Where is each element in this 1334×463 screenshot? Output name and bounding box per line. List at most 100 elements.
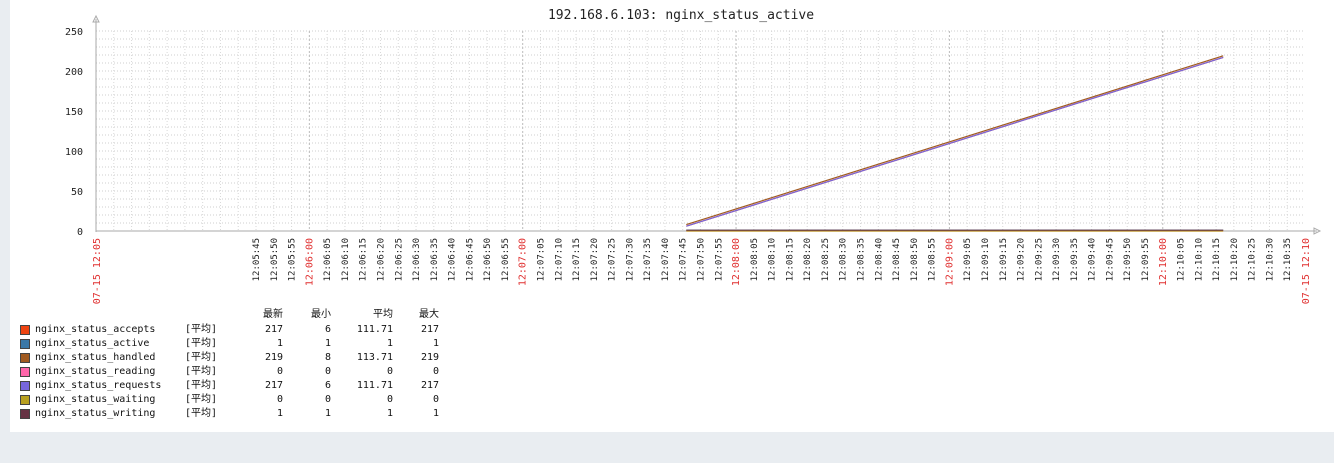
x-tick-label: 12:07:25 xyxy=(608,238,618,281)
legend-max: 1 xyxy=(432,408,439,419)
y-tick-label: 250 xyxy=(65,27,83,38)
y-tick-label: 0 xyxy=(77,227,83,238)
legend-swatch xyxy=(20,339,30,349)
legend-row: nginx_status_accepts [平均] 217 6 111.71 217 xyxy=(20,323,439,337)
legend-min: 6 xyxy=(324,324,331,335)
grid-layer xyxy=(96,30,1305,232)
legend-header-avg: 平均 xyxy=(373,309,393,320)
x-tick-label: 12:10:35 xyxy=(1283,238,1293,281)
x-tick-label: 12:06:25 xyxy=(394,238,404,281)
x-tick-label: 12:10:05 xyxy=(1177,238,1187,281)
y-tick-label: 200 xyxy=(65,67,83,78)
legend-last: 217 xyxy=(264,380,283,391)
legend-max: 0 xyxy=(432,366,439,377)
x-tick-label: 12:06:55 xyxy=(501,238,511,281)
x-tick-label: 12:08:10 xyxy=(768,238,778,281)
x-tick-label: 12:07:05 xyxy=(536,238,546,281)
series-line-nginx_status_handled xyxy=(686,55,1224,226)
legend-row: nginx_status_requests [平均] 217 6 111.71 217 xyxy=(20,379,439,393)
x-tick-label: 12:07:40 xyxy=(661,238,671,281)
x-tick-label: 12:08:45 xyxy=(892,238,902,281)
x-tick-label: 12:09:55 xyxy=(1141,238,1151,281)
x-tick-label: 12:09:50 xyxy=(1123,238,1133,281)
legend-function: [平均] xyxy=(185,394,218,405)
x-axis-arrow xyxy=(1313,227,1322,235)
legend-function: [平均] xyxy=(185,352,218,363)
legend-swatch xyxy=(20,395,30,405)
x-tick-label: 12:09:15 xyxy=(999,238,1009,281)
x-tick-label: 12:06:35 xyxy=(430,238,440,281)
x-tick-label: 12:09:05 xyxy=(963,238,973,281)
x-tick-label: 12:07:20 xyxy=(590,238,600,281)
legend-series-name: nginx_status_writing xyxy=(35,408,156,419)
x-tick-label: 12:07:50 xyxy=(697,238,707,281)
legend-header-min: 最小 xyxy=(311,309,331,320)
x-start-label: 07-15 12:05 xyxy=(92,238,103,304)
legend-function: [平均] xyxy=(185,408,218,419)
x-tick-label: 12:06:20 xyxy=(376,238,386,281)
legend-function: [平均] xyxy=(185,366,218,377)
legend-max: 1 xyxy=(432,338,439,349)
legend-row: nginx_status_active [平均] 1 1 1 1 xyxy=(20,337,439,351)
legend-series-name: nginx_status_handled xyxy=(35,352,156,363)
x-tick-label: 12:10:25 xyxy=(1248,238,1258,281)
legend-avg: 1 xyxy=(386,408,393,419)
y-tick-label: 150 xyxy=(65,107,83,118)
legend-series-name: nginx_status_requests xyxy=(35,380,162,391)
x-tick-label: 12:06:15 xyxy=(359,238,369,281)
series-layer xyxy=(686,55,1224,232)
x-tick-label: 12:06:50 xyxy=(483,238,493,281)
legend-avg: 1 xyxy=(386,338,393,349)
x-tick-label: 12:10:00 xyxy=(1158,238,1169,286)
legend-series-name: nginx_status_reading xyxy=(35,366,156,377)
legend-swatch xyxy=(20,381,30,391)
x-tick-label: 12:08:25 xyxy=(821,238,831,281)
x-tick-label: 12:10:15 xyxy=(1212,238,1222,281)
legend-max: 217 xyxy=(420,380,439,391)
legend-avg: 111.71 xyxy=(356,324,393,335)
legend-function: [平均] xyxy=(185,380,218,391)
x-tick-label: 12:08:30 xyxy=(839,238,849,281)
legend-min: 8 xyxy=(324,352,331,363)
x-tick-label: 12:09:00 xyxy=(944,238,955,286)
x-tick-label: 12:07:45 xyxy=(679,238,689,281)
x-tick-label: 12:08:50 xyxy=(910,238,920,281)
x-tick-label: 12:07:55 xyxy=(714,238,724,281)
legend-series-name: nginx_status_accepts xyxy=(35,324,156,335)
x-tick-label: 12:07:15 xyxy=(572,238,582,281)
x-tick-label: 12:09:30 xyxy=(1052,238,1062,281)
legend-row: nginx_status_handled [平均] 219 8 113.71 219 xyxy=(20,351,439,365)
legend-header-last: 最新 xyxy=(263,309,283,320)
x-tick-label: 12:08:20 xyxy=(803,238,813,281)
x-tick-label: 12:08:15 xyxy=(785,238,795,281)
legend-last: 1 xyxy=(276,338,283,349)
legend-min: 1 xyxy=(324,338,331,349)
legend-swatch xyxy=(20,367,30,377)
x-tick-label: 12:08:55 xyxy=(928,238,938,281)
legend-min: 1 xyxy=(324,408,331,419)
legend-last: 219 xyxy=(264,352,283,363)
x-tick-label: 12:05:45 xyxy=(252,238,262,281)
x-tick-label: 12:09:35 xyxy=(1070,238,1080,281)
legend-series-name: nginx_status_active xyxy=(35,338,150,349)
legend-max: 217 xyxy=(420,324,439,335)
graph-panel: 192.168.6.103: nginx_status_active 0 50 10… xyxy=(10,0,1334,432)
x-tick-label: 12:05:55 xyxy=(288,238,298,281)
x-tick-label: 12:06:00 xyxy=(304,238,315,286)
legend-avg: 113.71 xyxy=(356,352,393,363)
axis-layer: 0 50 100 150 200 250 12:05:45 12:05:50 12:05:55 1… xyxy=(65,14,1322,304)
y-tick-label: 100 xyxy=(65,147,83,158)
x-end-label: 07-15 12:10 xyxy=(1301,238,1312,304)
legend-avg: 111.71 xyxy=(356,380,393,391)
legend-last: 0 xyxy=(276,366,283,377)
legend-last: 0 xyxy=(276,394,283,405)
x-tick-label: 12:06:10 xyxy=(341,238,351,281)
legend-row: nginx_status_writing [平均] 1 1 1 1 xyxy=(20,407,439,421)
legend-avg: 0 xyxy=(386,394,393,405)
line-chart: 192.168.6.103: nginx_status_active 0 50 10… xyxy=(65,8,1322,304)
legend-header: 最新 最小 平均 最大 xyxy=(20,308,439,322)
x-tick-label: 12:06:45 xyxy=(465,238,475,281)
x-tick-label: 12:10:20 xyxy=(1230,238,1240,281)
x-tick-label: 12:08:35 xyxy=(857,238,867,281)
legend-row: nginx_status_waiting [平均] 0 0 0 0 xyxy=(20,393,439,407)
